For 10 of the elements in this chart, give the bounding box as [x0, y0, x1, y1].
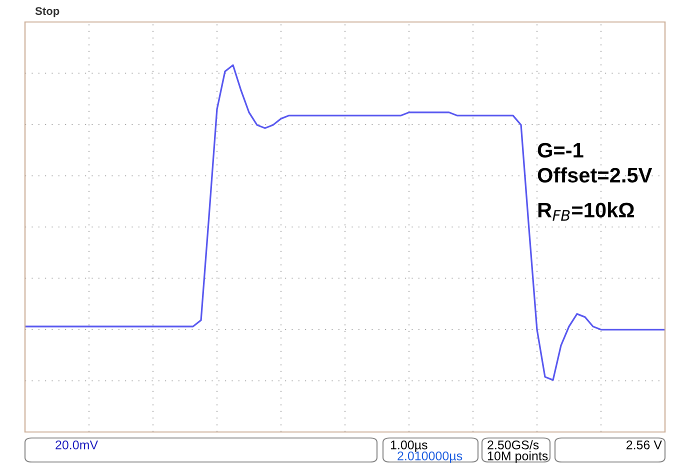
annotation: Offset=2.5V: [538, 167, 652, 183]
text: 2.50GS/s: [488, 440, 539, 450]
text: 10M points: [488, 451, 548, 463]
annotation: G=-1: [538, 142, 584, 158]
text: Stop: [35, 7, 60, 18]
text: 2.010000µs: [398, 452, 462, 463]
text: 2.56 V: [626, 440, 662, 450]
text: 20.0mV: [56, 440, 98, 450]
annotation: R$_{FB}$=10kΩ: [538, 202, 634, 221]
text: 1.00µs: [390, 440, 428, 452]
